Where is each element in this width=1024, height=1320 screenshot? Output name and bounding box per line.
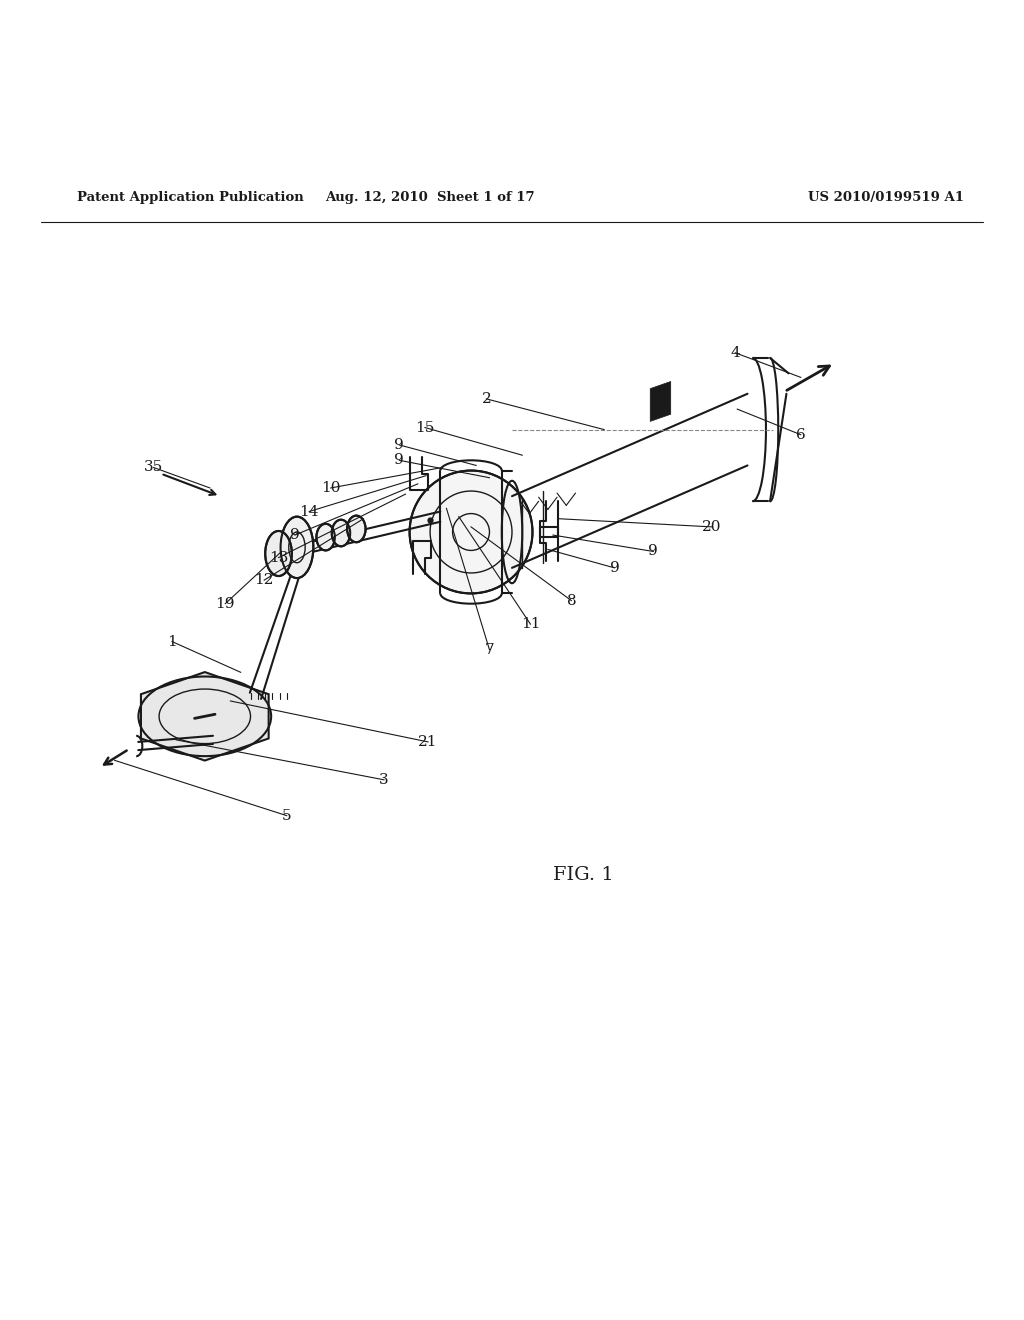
Text: 11: 11 [520, 618, 541, 631]
Text: 9: 9 [290, 528, 300, 543]
Text: FIG. 1: FIG. 1 [553, 866, 614, 884]
Text: 12: 12 [254, 573, 274, 587]
Text: US 2010/0199519 A1: US 2010/0199519 A1 [808, 190, 964, 203]
Text: 9: 9 [609, 561, 620, 574]
Text: 9: 9 [648, 544, 658, 558]
Polygon shape [650, 381, 671, 421]
Text: 1: 1 [167, 635, 177, 648]
Text: 8: 8 [566, 594, 577, 607]
Ellipse shape [332, 520, 350, 546]
Ellipse shape [316, 524, 335, 550]
Text: 21: 21 [418, 735, 438, 748]
Ellipse shape [265, 531, 292, 576]
Text: 10: 10 [321, 480, 341, 495]
Text: 6: 6 [796, 428, 806, 442]
Text: 20: 20 [701, 520, 722, 533]
Text: 3: 3 [379, 772, 389, 787]
Ellipse shape [410, 470, 532, 594]
Text: 15: 15 [416, 421, 434, 434]
Text: 9: 9 [394, 453, 404, 467]
Text: 14: 14 [299, 504, 319, 519]
Text: 35: 35 [144, 461, 163, 474]
Text: 4: 4 [730, 346, 740, 360]
Ellipse shape [281, 516, 313, 578]
Polygon shape [141, 672, 268, 760]
Text: 7: 7 [484, 643, 495, 657]
Text: 2: 2 [481, 392, 492, 405]
Text: Aug. 12, 2010  Sheet 1 of 17: Aug. 12, 2010 Sheet 1 of 17 [326, 190, 535, 203]
Text: 19: 19 [215, 597, 236, 611]
Text: 9: 9 [394, 438, 404, 451]
Ellipse shape [347, 516, 366, 543]
Text: Patent Application Publication: Patent Application Publication [77, 190, 303, 203]
Text: 5: 5 [282, 809, 292, 822]
Text: 13: 13 [269, 550, 288, 565]
